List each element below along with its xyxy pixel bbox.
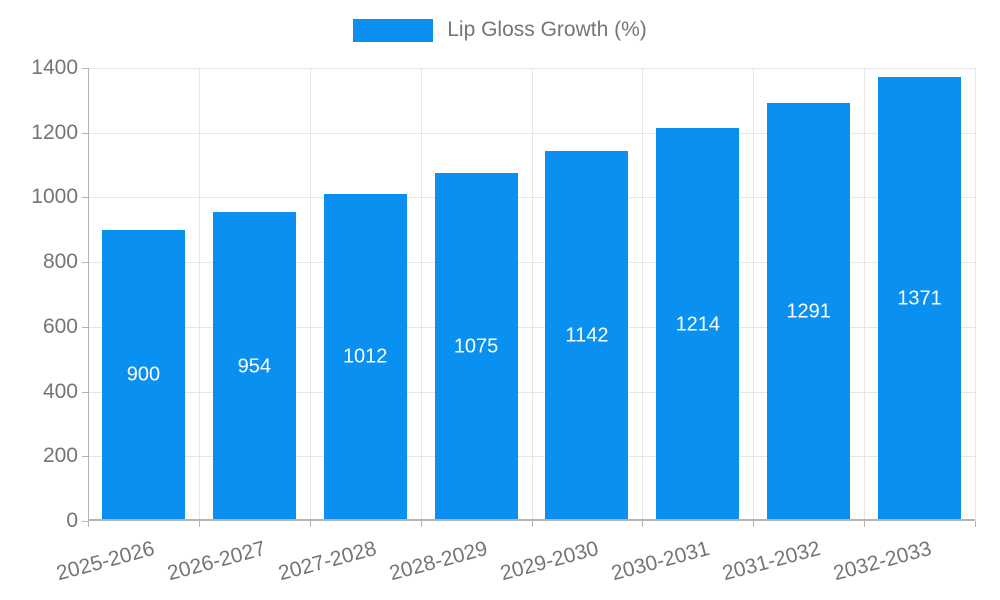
bar[interactable] [101, 229, 185, 521]
y-axis-tick-mark [82, 262, 88, 264]
y-axis-tick-label: 1400 [31, 56, 78, 79]
x-axis-tick-mark [420, 521, 422, 527]
x-axis-category-label: 2027-2028 [276, 537, 380, 586]
legend[interactable]: Lip Gloss Growth (%) [0, 18, 1000, 42]
x-axis-tick-mark [753, 521, 755, 527]
y-axis-tick-mark [82, 456, 88, 458]
y-axis-tick-label: 400 [42, 379, 78, 403]
bar-value-label: 1075 [453, 335, 499, 358]
y-axis-tick-label: 600 [42, 314, 78, 338]
y-axis-tick-mark [82, 391, 88, 393]
bar-value-label: 1012 [342, 345, 388, 368]
gridline-vertical [198, 68, 200, 521]
bar-value-label: 1371 [897, 287, 942, 310]
x-axis-tick-mark [531, 521, 533, 527]
y-axis-tick-mark [82, 326, 88, 328]
bar-value-label: 954 [237, 355, 271, 378]
gridline-vertical [975, 68, 976, 521]
y-axis-tick-mark [82, 521, 88, 522]
legend-swatch [353, 18, 434, 42]
bar-value-label: 1214 [675, 313, 721, 336]
y-axis-tick-label: 200 [42, 444, 78, 468]
legend-label: Lip Gloss Growth (%) [447, 18, 647, 41]
plot-area: 0 200 400 600 800 1000 1200 1400 900 2025-2026 954… [31, 56, 976, 585]
bar[interactable] [545, 151, 629, 521]
bar[interactable] [656, 128, 740, 521]
y-axis-tick-mark [82, 68, 88, 69]
bar[interactable] [767, 103, 851, 521]
y-axis-tick-label: 1000 [31, 185, 78, 209]
y-axis-tick-mark [82, 197, 88, 199]
x-axis-tick-mark [864, 521, 866, 527]
x-axis-tick-mark [975, 521, 976, 527]
y-axis-tick-label: 1200 [31, 120, 78, 144]
x-axis-category-label: 2030-2031 [608, 537, 712, 586]
gridline-vertical [753, 68, 755, 521]
gridline-vertical [642, 68, 644, 521]
bar-value-label: 1291 [786, 300, 831, 323]
x-axis-tick-mark [198, 521, 200, 527]
x-axis-tick-mark [642, 521, 644, 527]
x-axis-category-label: 2029-2030 [497, 537, 601, 586]
x-axis-category-label: 2032-2033 [830, 537, 934, 586]
x-axis-tick-mark [309, 521, 311, 527]
bar-value-label: 900 [126, 363, 161, 386]
bar[interactable] [212, 212, 296, 521]
x-axis-line [88, 519, 975, 521]
x-axis-category-label: 2026-2027 [165, 537, 269, 586]
bar[interactable] [878, 77, 962, 521]
x-axis-category-label: 2028-2029 [387, 537, 491, 586]
x-axis-tick-mark [88, 521, 89, 527]
gridline-vertical [864, 68, 866, 521]
gridline-vertical [309, 68, 311, 521]
y-axis-line [88, 68, 89, 521]
bar[interactable] [434, 173, 518, 521]
gridline-vertical [531, 68, 533, 521]
x-axis-category-label: 2025-2026 [54, 537, 158, 586]
x-axis-category-label: 2031-2032 [719, 537, 823, 586]
y-axis-tick-label: 0 [66, 509, 78, 532]
bar[interactable] [323, 193, 407, 521]
bar-value-label: 1142 [565, 324, 609, 347]
y-axis-tick-mark [82, 132, 88, 134]
y-axis-tick-label: 800 [42, 250, 78, 274]
gridline-vertical [420, 68, 422, 521]
